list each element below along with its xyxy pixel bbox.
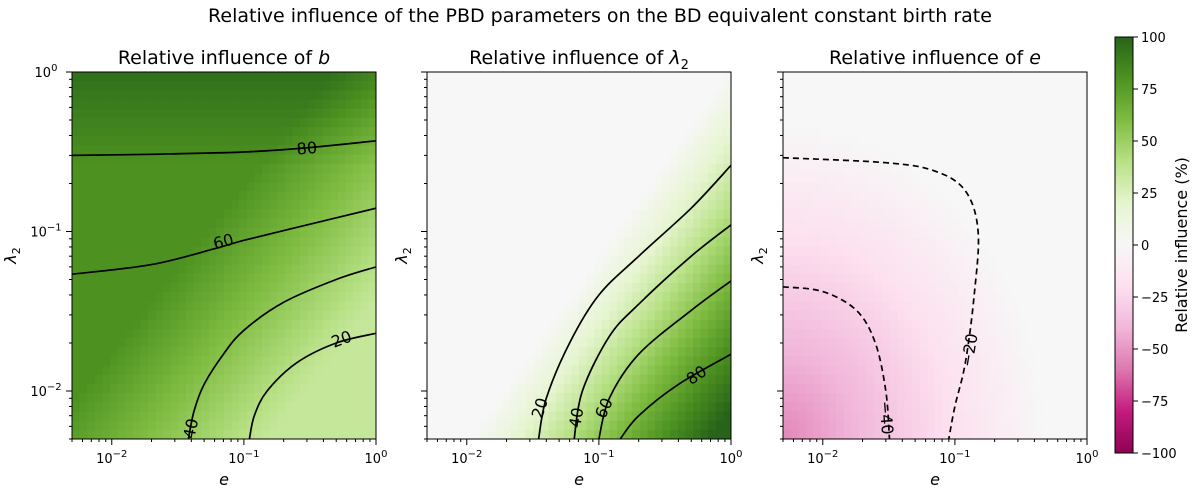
y-tick-label: 10−2	[30, 382, 61, 400]
colorbar-label: Relative influence (%)	[1172, 157, 1191, 333]
heatmap-field	[427, 72, 731, 439]
x-tick-label: 100	[1076, 449, 1099, 467]
plot-frame	[71, 71, 377, 440]
x-tick-label: 100	[365, 449, 388, 467]
contour-line-1	[72, 140, 376, 157]
colorbar-tick-label: −50	[1141, 343, 1168, 358]
x-axis-label: e	[219, 470, 229, 489]
x-tick-label: 10−1	[939, 449, 970, 467]
x-tick-label: 100	[720, 449, 743, 467]
x-tick-label: 10−1	[228, 449, 259, 467]
y-axis-label: λ2	[748, 247, 770, 264]
contour-line-2	[72, 207, 376, 276]
x-tick-label: 10−2	[807, 449, 838, 467]
heatmap-field	[72, 72, 376, 439]
contour-line-4	[619, 353, 731, 439]
y-tick-label: 10−1	[30, 222, 61, 240]
colorbar-tick-label: 100	[1141, 31, 1166, 46]
contour-line-2	[783, 285, 891, 439]
y-axis-label: λ2	[392, 247, 414, 264]
contour-line-1	[537, 164, 731, 439]
contour-label: 40	[565, 406, 587, 429]
contour-line-2	[573, 224, 731, 439]
colorbar-tick-label: 75	[1141, 83, 1158, 98]
plot-frame	[782, 71, 1088, 440]
contour-line-4	[248, 332, 376, 439]
colorbar-tick-label: −25	[1141, 291, 1168, 306]
panel-title: Relative influence of e	[829, 47, 1041, 69]
x-axis-label: e	[930, 470, 940, 489]
heatmap-field	[783, 72, 1087, 439]
contour-line-3	[598, 280, 731, 439]
panel-title: Relative influence of λ2	[469, 47, 689, 73]
contour-label: 40	[179, 417, 202, 441]
x-tick-label: 10−2	[451, 449, 482, 467]
x-axis-label: e	[574, 470, 584, 489]
colorbar-tick-label: 25	[1141, 187, 1158, 202]
colorbar-gradient	[1114, 36, 1134, 454]
colorbar-tick-label: 50	[1141, 135, 1158, 150]
x-tick-label: 10−1	[583, 449, 614, 467]
y-axis-label: λ2	[1, 247, 23, 264]
panel-title: Relative influence of b	[118, 47, 330, 69]
colorbar-tick-label: −75	[1141, 395, 1168, 410]
x-tick-label: 10−2	[96, 449, 127, 467]
colorbar-tick-label: −100	[1141, 447, 1177, 462]
contour-line-1	[783, 156, 980, 439]
y-tick-label: 100	[35, 63, 58, 81]
colorbar-tick-label: 0	[1141, 239, 1149, 254]
figure-title: Relative influence of the PBD parameters…	[208, 5, 992, 27]
contour-label: 60	[211, 230, 236, 254]
colorbar: 100 75 50 25 0 −25 −50 −75 −100 Relative influenc…	[1114, 31, 1191, 462]
plot-frame	[426, 71, 732, 440]
contour-label: 80	[296, 138, 318, 159]
contour-line-3	[187, 266, 376, 439]
contour-label: −40	[876, 400, 898, 435]
